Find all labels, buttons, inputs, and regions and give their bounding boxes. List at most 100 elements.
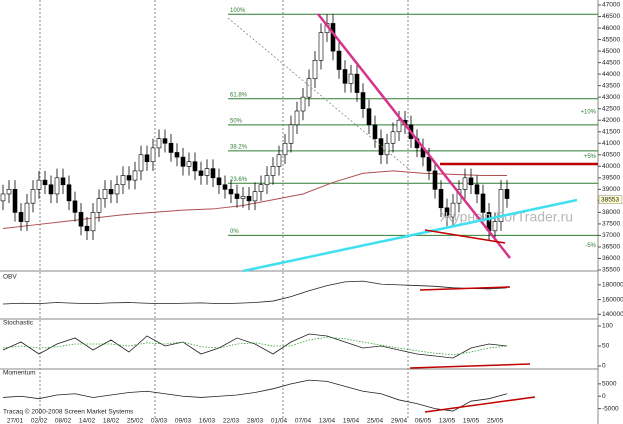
candle-body [36,179,42,190]
candle-body [24,202,30,222]
fib-diagonal [227,17,411,171]
candle-body [378,138,384,156]
y-tick-label: 41000 [602,140,620,147]
candle-body [174,152,180,158]
y-tick-label: 45500 [602,36,620,43]
footer: Tracaq © 2000-2008 Screen Market Systems [3,408,134,416]
candle-body [6,189,12,195]
x-tick-label: 25/02 [127,418,144,424]
y-tick-label: 50 [602,343,610,350]
candle-body [120,175,126,186]
candle-body [270,166,276,176]
candle-body [438,189,444,209]
candle-body [372,124,378,139]
x-tick-label: 19/04 [343,418,360,424]
candle-body [354,73,360,93]
fib-label: 100% [230,8,246,14]
y-tick-label: 0 [602,363,606,370]
candle-body [360,92,366,109]
x-tick-label: 14/02 [79,418,96,424]
x-tick-label: 29/04 [391,418,408,424]
candle-body [156,138,162,149]
candle-body [366,108,372,126]
candle-body [72,200,78,213]
candle-body [48,184,54,195]
candle-body [180,156,186,167]
x-tick-label: 19/05 [463,418,480,424]
candle-body [504,189,510,199]
candle-body [432,170,438,190]
candle-body [336,50,342,70]
candle-body [138,154,144,172]
candle-body [276,154,282,167]
x-tick-label: 25/04 [367,418,384,424]
x-tick-label: 06/05 [415,418,432,424]
candle-body [264,175,270,186]
candle-body [252,191,258,202]
candle-body [204,168,210,176]
candle-body [216,177,222,186]
y-tick-label: 43000 [602,94,620,101]
candle-body [312,60,318,80]
x-tick-label: 03/03 [151,418,168,424]
fib-label: 23.6% [230,177,248,183]
y-tick-label: 37500 [602,221,620,228]
y-tick-label: 37000 [602,232,620,239]
pct-label: +10% [580,110,596,116]
candle-body [258,184,264,192]
candle-body [300,96,306,112]
candle-body [30,189,36,204]
indicator-line [2,333,508,359]
candle-body [240,195,246,199]
fib-label: 0% [230,229,239,235]
candle-body [330,23,336,52]
candle-body [426,156,432,172]
candle-body [318,32,324,61]
y-tick-label: 35500 [602,267,620,274]
candle-body [198,170,204,176]
x-tick-label: 18/02 [103,418,120,424]
x-tick-label: 09/03 [175,418,192,424]
y-tick-label: 36000 [602,255,620,262]
trend-line [424,229,506,244]
candle-body [0,193,6,202]
y-tick-label: 5000 [602,381,617,388]
last-price-box [598,195,623,204]
candle-body [234,193,240,199]
y-tick-label: -5000 [602,405,619,412]
candle-body [150,147,156,162]
trend-line [419,286,511,291]
x-tick-label: 13/05 [439,418,456,424]
x-tick-label: 02/02 [31,418,48,424]
fib-label: 50% [230,118,243,124]
y-tick-label: 42000 [602,117,620,124]
candle-body [90,212,96,232]
candle-body [396,119,402,133]
y-tick-label: 47000 [602,2,620,9]
y-tick-label: 42500 [602,105,620,112]
y-tick-label: 36500 [602,244,620,251]
y-tick-label: 40500 [602,152,620,159]
candle-body [132,170,138,181]
pane-title: Stochastic [3,320,34,327]
trend-line [409,363,531,369]
y-tick-label: 1800000 [602,282,623,289]
x-tick-label: 16/03 [199,418,216,424]
candle-body [60,177,66,186]
candle-body [498,189,504,222]
x-tick-label: 27/01 [7,418,24,424]
candle-body [12,189,18,213]
candle-body [246,195,252,202]
x-tick-label: 28/03 [247,418,264,424]
watermark: Журнал-ForTrader.ru [440,209,573,225]
candle-body [18,212,24,222]
candle-body [144,154,150,162]
candle-body [210,168,216,179]
candle-body [444,207,450,218]
candle-body [192,161,198,172]
indicator-line [2,336,508,356]
candle-body [114,184,120,195]
last-price: 38553 [601,196,619,203]
fib-label: 61.8% [230,92,248,98]
y-tick-label: 1400000 [602,311,623,318]
